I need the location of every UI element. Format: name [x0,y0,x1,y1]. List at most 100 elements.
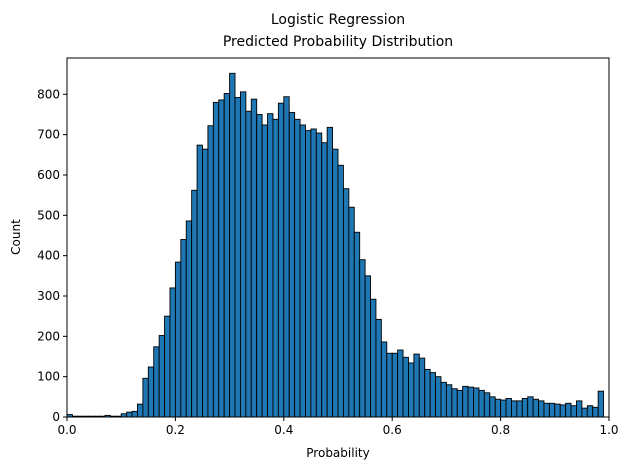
histogram-bar [424,368,431,418]
histogram-bar [353,231,361,418]
histogram-bar [337,164,344,418]
histogram-bar [391,352,399,418]
y-tick-label: 0 [52,410,60,424]
histogram-bar [153,346,160,418]
x-tick-label: 0.4 [274,423,293,437]
histogram-bar [234,97,241,418]
histogram-bar [565,402,572,418]
y-tick-label: 200 [37,329,60,343]
histogram-bar [137,403,144,418]
histogram-bar [375,318,382,418]
histogram-bar [445,384,453,418]
histogram-bar [299,124,306,418]
histogram-bar [315,132,323,418]
y-tick-label: 500 [37,208,60,222]
y-tick-label: 100 [37,370,60,384]
histogram-bar [310,128,317,418]
histogram-bar [581,407,588,418]
histogram-bar [370,298,377,418]
histogram-bar [256,114,263,418]
y-tick-label: 800 [37,87,60,101]
histogram-bar [207,125,214,418]
histogram-bar [467,386,474,418]
histogram-bar [142,377,149,418]
histogram-bar [397,349,404,418]
histogram-bar [321,142,328,418]
histogram-bar [505,397,512,418]
histogram-bar [261,124,268,418]
histogram-bar [147,366,155,418]
x-tick-label: 0.0 [57,423,76,437]
histogram-bar [429,372,437,418]
histogram-bar [548,402,556,418]
histogram-bar [516,400,523,418]
histogram-bar [576,400,583,418]
histogram-bar [473,387,480,418]
y-tick-label: 700 [37,128,60,142]
x-axis-label: Probability [306,446,369,460]
histogram-bar [131,410,138,418]
plot-frame [66,57,610,418]
y-tick-label: 600 [37,168,60,182]
histogram-bar [462,385,469,418]
histogram-bar [288,112,296,418]
histogram-bar [332,148,339,418]
histogram-bar [359,259,366,418]
y-tick-label: 400 [37,249,60,263]
histogram-bar [408,362,415,418]
histogram-bar [250,98,258,418]
histogram-bar [245,110,252,418]
histogram-bar [570,405,577,418]
histogram-bar [239,91,247,418]
histogram-bar [180,239,187,418]
histogram-bar [440,381,447,418]
histogram-bar [554,403,561,418]
histogram-bar [196,144,203,418]
histogram-bar [229,72,236,418]
histogram-bar [126,411,133,418]
histogram-bar [402,356,409,418]
histogram-bar [451,388,458,418]
x-tick-label: 1.0 [599,423,618,437]
histogram-bar [435,376,442,418]
histogram-bar [191,189,198,418]
bars-group [66,72,605,418]
histogram-bar [527,396,534,418]
histogram-bar [500,399,507,418]
histogram-bar [218,99,225,418]
histogram-bar [386,352,393,418]
histogram-bar [158,335,166,418]
x-tick-label: 0.8 [491,423,510,437]
histogram-bar [348,206,355,418]
histogram-bar [202,148,209,418]
histogram-bar [185,220,193,418]
histogram-bar [283,96,290,418]
histogram-bar [543,402,550,418]
histogram-bar [510,400,518,418]
histogram-bar [489,396,496,418]
chart-title-line-1: Logistic Regression [271,12,405,28]
histogram-bar [174,261,182,418]
histogram-bar [494,398,502,418]
histogram-bar [532,398,539,418]
y-tick-label: 300 [37,289,60,303]
y-axis-label: Count [9,219,23,255]
histogram-bar [277,102,285,418]
histogram-bar [456,389,464,418]
chart-title-line-2: Predicted Probability Distribution [223,34,453,50]
histogram-bar [272,118,279,418]
histogram-bar [413,353,420,418]
histogram-bar [521,397,529,418]
histogram-bar [305,130,312,418]
x-ticks: 0.0 0.2 0.4 0.6 0.8 1.0 [57,417,619,437]
x-tick-label: 0.2 [166,423,185,437]
histogram-bar [342,188,350,418]
histogram-bar [294,118,301,418]
histogram-bar [267,113,274,418]
histogram-bar [559,404,567,418]
histogram-bar [592,406,599,418]
histogram-bar [212,101,220,418]
histogram-bar [223,93,231,418]
histogram-bar [538,400,545,418]
